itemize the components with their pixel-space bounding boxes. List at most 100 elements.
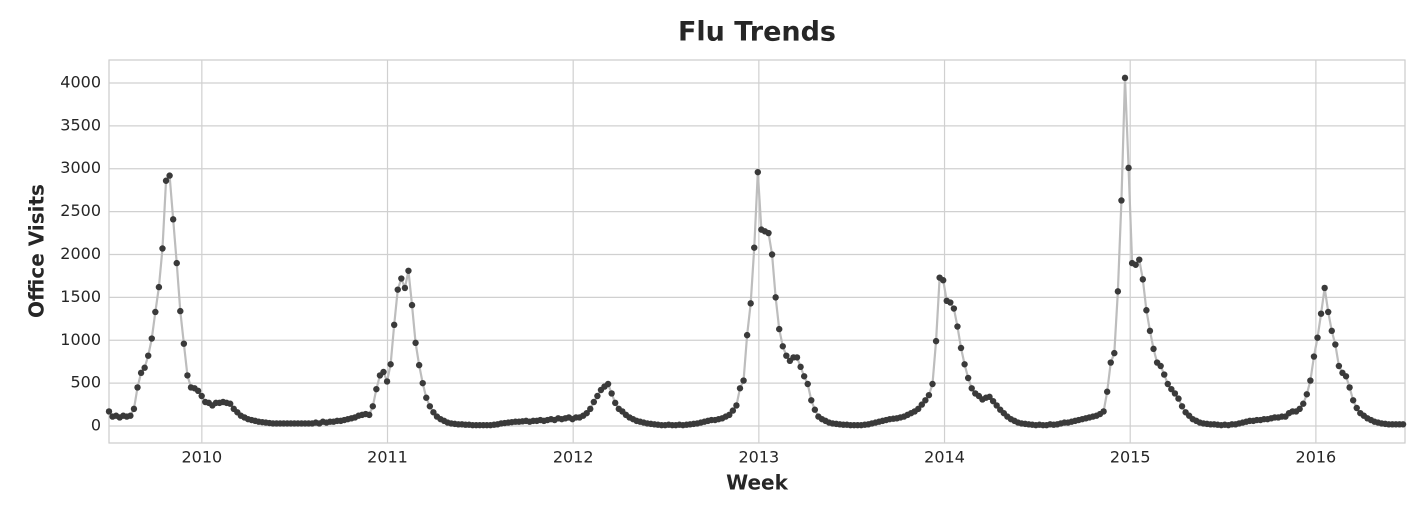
data-point (1349, 397, 1357, 404)
y-tick-label: 0 (91, 416, 101, 435)
data-point (1125, 164, 1132, 172)
data-point (964, 374, 972, 382)
data-point (925, 391, 933, 399)
data-point (954, 323, 961, 330)
data-point (797, 363, 804, 371)
data-point (1107, 359, 1114, 366)
data-point (729, 407, 737, 414)
data-point (929, 380, 936, 388)
data-point (177, 307, 184, 315)
data-point (373, 385, 380, 393)
data-point (148, 335, 155, 342)
x-tick-label: 2015 (1110, 448, 1151, 467)
data-point (415, 361, 423, 369)
data-point (1121, 74, 1129, 82)
y-tick-label: 2000 (60, 244, 101, 263)
data-point (587, 405, 594, 413)
data-point (733, 402, 740, 409)
data-point (608, 390, 615, 397)
y-tick-label: 3500 (60, 115, 101, 134)
data-point (426, 403, 434, 410)
data-point (1296, 405, 1303, 413)
data-point (387, 361, 394, 368)
data-point (141, 364, 148, 371)
data-point (590, 398, 598, 406)
data-point (779, 343, 786, 350)
data-point (1161, 371, 1168, 378)
data-point (380, 368, 387, 376)
data-point (1335, 362, 1343, 370)
data-point (747, 300, 754, 307)
data-point (1114, 288, 1122, 295)
data-point (227, 400, 234, 407)
data-point (1321, 284, 1328, 292)
data-point (1143, 307, 1150, 314)
data-point (184, 372, 191, 379)
data-point (915, 405, 922, 413)
data-point (152, 308, 159, 316)
data-point (776, 325, 783, 333)
data-point (968, 385, 975, 392)
data-point (740, 377, 747, 384)
data-point (765, 229, 772, 237)
data-point (1399, 421, 1407, 428)
data-point (1171, 390, 1179, 397)
y-tick-label: 3000 (60, 158, 101, 177)
x-tick-label: 2012 (553, 448, 594, 467)
data-point (950, 305, 958, 312)
data-point (401, 284, 409, 292)
data-point (793, 354, 801, 361)
data-point (390, 321, 398, 329)
x-tick-label: 2011 (367, 448, 408, 467)
data-point (105, 408, 113, 415)
data-point (1317, 310, 1325, 317)
data-point (922, 397, 929, 404)
data-point (1100, 408, 1107, 415)
data-point (1136, 256, 1143, 263)
data-point (405, 267, 412, 274)
data-point (1157, 362, 1164, 370)
data-point (412, 339, 419, 347)
data-point (366, 411, 373, 419)
data-point (751, 244, 758, 251)
data-point (583, 409, 590, 417)
data-point (783, 352, 790, 359)
data-point (1314, 334, 1321, 341)
data-point (986, 393, 993, 401)
data-point (369, 403, 377, 410)
data-point (423, 394, 430, 401)
data-point (1328, 327, 1335, 335)
data-point (394, 286, 401, 293)
y-tick-label: 1500 (60, 287, 101, 306)
data-point (145, 352, 152, 359)
data-point (1307, 377, 1314, 384)
data-point (127, 412, 134, 419)
data-point (383, 378, 391, 385)
data-point (1342, 373, 1350, 380)
y-tick-label: 500 (70, 373, 101, 392)
data-point (430, 409, 437, 416)
data-point (1303, 391, 1311, 398)
data-point (918, 401, 926, 408)
data-point (612, 399, 619, 407)
data-point (1146, 327, 1154, 335)
data-point (162, 177, 170, 184)
data-point (173, 259, 180, 267)
data-point (194, 387, 202, 395)
data-point (772, 294, 779, 301)
data-point (800, 373, 808, 380)
data-point (1150, 345, 1157, 353)
data-point (134, 384, 141, 391)
data-point (1164, 380, 1171, 388)
data-point (155, 283, 163, 291)
data-point (947, 299, 954, 306)
data-point (1132, 261, 1139, 268)
y-tick-label: 2500 (60, 201, 101, 220)
x-tick-label: 2010 (181, 448, 222, 467)
data-point (198, 392, 205, 400)
data-point (1332, 341, 1339, 348)
x-tick-label: 2013 (738, 448, 779, 467)
data-point (594, 392, 601, 400)
data-point (159, 245, 166, 252)
data-point (811, 406, 819, 413)
